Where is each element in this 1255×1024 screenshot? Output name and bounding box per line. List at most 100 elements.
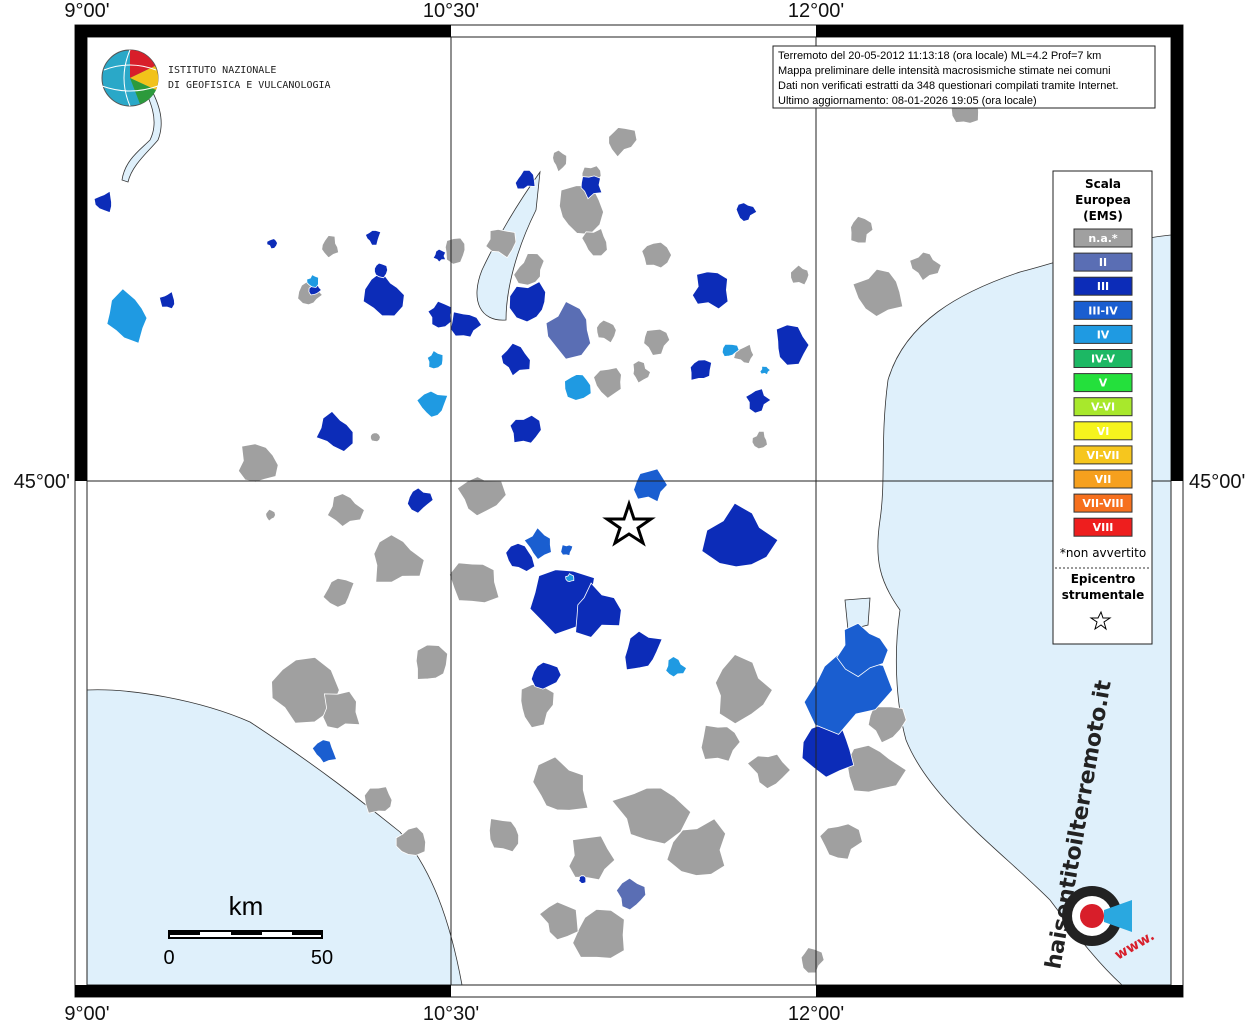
ligurian-sea	[86, 689, 463, 986]
municipality	[836, 622, 889, 678]
municipality	[689, 359, 713, 381]
legend-swatch	[1073, 421, 1133, 441]
info-line: Terremoto del 20-05-2012 11:13:18 (ora l…	[778, 50, 1101, 62]
legend-swatch	[1073, 373, 1133, 393]
lon-label: 10°30'	[423, 1003, 479, 1024]
border-bar	[75, 25, 451, 37]
municipality	[538, 901, 579, 941]
municipality	[532, 756, 589, 811]
municipality	[909, 251, 942, 282]
municipality	[565, 573, 575, 583]
municipality	[363, 786, 393, 814]
municipality	[488, 818, 520, 853]
municipality	[611, 787, 692, 845]
municipality	[311, 739, 338, 764]
municipality	[608, 127, 638, 158]
outer-frame	[74, 24, 1184, 998]
municipality	[271, 656, 340, 724]
legend-label: III-IV	[1088, 304, 1118, 317]
lon-label: 9°00'	[64, 1003, 109, 1024]
legend-title: Scala	[1085, 177, 1121, 191]
scale-segment	[169, 931, 200, 935]
scale-segment	[292, 931, 322, 935]
legend-star	[1089, 610, 1112, 631]
map-frame	[86, 36, 1172, 986]
municipality	[415, 644, 449, 680]
legend-swatch	[1073, 276, 1133, 296]
logo-segment	[130, 66, 159, 90]
coordinate-labels: 9°00' 10°30' 12°00' 9°00' 10°30' 12°00' …	[14, 0, 1246, 1024]
logo-segment	[130, 50, 155, 78]
municipality	[581, 227, 608, 257]
info-line: Mappa preliminare delle intensità macros…	[778, 65, 1111, 77]
municipality	[427, 300, 453, 329]
scale-segment	[231, 931, 262, 935]
legend-epicenter: strumentale	[1062, 588, 1145, 602]
municipality	[596, 319, 617, 344]
municipality	[432, 248, 447, 263]
municipality	[714, 654, 773, 725]
scale-label: 0	[163, 947, 174, 969]
municipality	[266, 238, 278, 250]
legend-swatch	[1073, 397, 1133, 417]
municipality	[735, 202, 758, 222]
badge-speaker	[1104, 900, 1132, 932]
legend-label: IV-V	[1091, 353, 1116, 366]
municipality	[545, 300, 592, 360]
municipality	[370, 432, 381, 443]
border-bar	[1171, 25, 1183, 481]
municipality	[819, 823, 863, 860]
municipality	[364, 230, 382, 246]
lon-label: 10°30'	[423, 0, 479, 22]
municipality	[572, 908, 625, 959]
municipalities	[93, 95, 979, 974]
lat-label: 45°00'	[14, 471, 70, 493]
municipality	[666, 818, 727, 876]
municipality	[580, 175, 603, 200]
municipality	[643, 328, 671, 356]
municipality	[509, 414, 542, 444]
border-bars	[75, 25, 1183, 997]
lake-como	[121, 79, 162, 183]
legend-label: II	[1099, 256, 1107, 269]
municipality	[578, 875, 587, 884]
info-line: Dati non verificati estratti da 348 ques…	[778, 80, 1119, 92]
municipality	[530, 661, 562, 690]
legend-title: (EMS)	[1083, 209, 1123, 223]
legend-label: VI	[1097, 425, 1110, 438]
info-frame	[772, 45, 1156, 109]
municipality	[444, 237, 466, 265]
scale-label: 50	[311, 947, 333, 969]
legend-swatch	[1073, 324, 1133, 344]
scale-unit: km	[229, 891, 264, 921]
municipality	[790, 264, 810, 286]
legend-swatch	[1073, 517, 1133, 537]
municipality	[733, 343, 755, 364]
legend-label: IV	[1097, 328, 1110, 341]
municipality	[395, 826, 427, 856]
municipality	[106, 288, 148, 344]
border-bar	[75, 985, 451, 997]
municipality	[632, 360, 651, 384]
municipality	[564, 374, 592, 401]
municipality	[745, 388, 772, 414]
legend-label: V	[1099, 377, 1108, 390]
legend-label: V-VI	[1091, 401, 1115, 414]
municipality	[373, 534, 425, 583]
municipality	[523, 527, 552, 561]
legend-swatch	[1073, 349, 1133, 368]
lon-label: 12°00'	[788, 0, 844, 22]
legend-swatch	[1073, 252, 1133, 272]
badge-ring	[1080, 904, 1104, 928]
legend-title: Europea	[1075, 193, 1131, 207]
municipality	[593, 367, 622, 399]
municipality	[485, 228, 517, 259]
municipality	[665, 656, 688, 678]
legend-label: VIII	[1093, 521, 1114, 534]
municipality	[321, 235, 340, 259]
border-bar	[75, 25, 87, 481]
scale-bar: km 0 50	[163, 891, 333, 969]
logo-text: ISTITUTO NAZIONALE	[168, 65, 276, 76]
legend-swatch	[1073, 469, 1133, 489]
municipality	[508, 281, 547, 323]
